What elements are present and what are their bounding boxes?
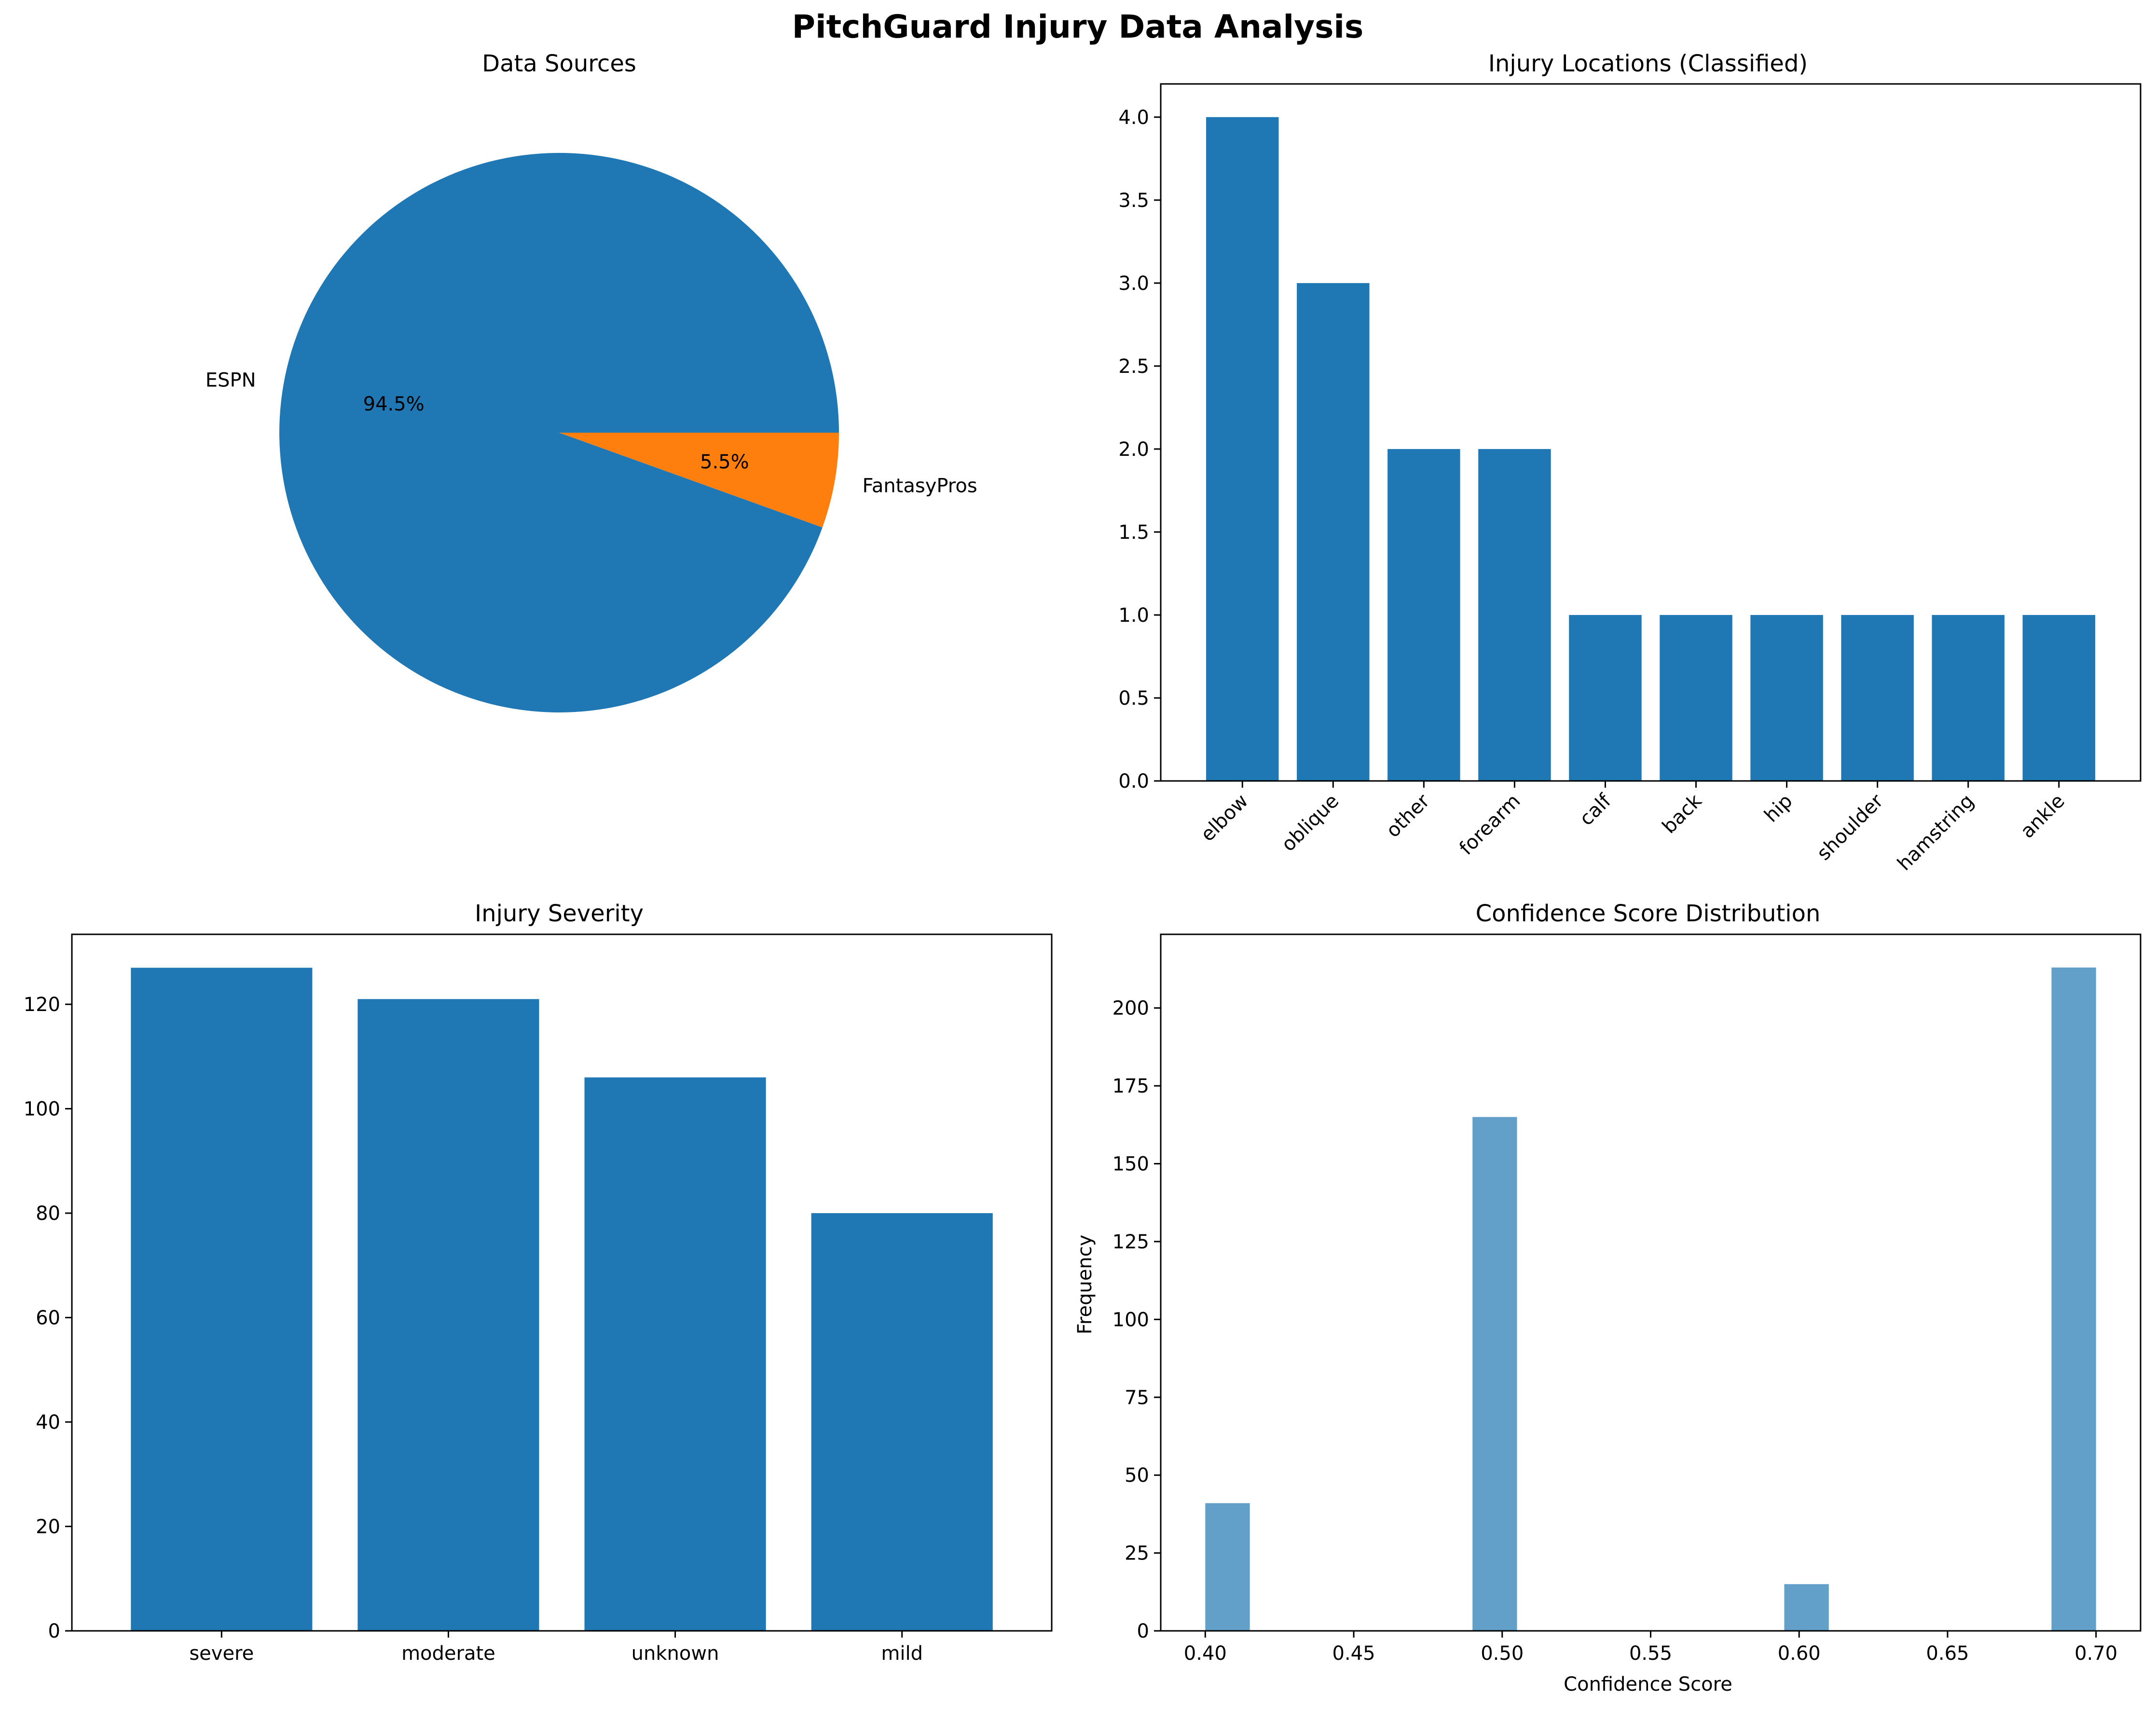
bar-forearm — [1478, 449, 1551, 781]
plot-frame — [71, 933, 1053, 1632]
x-tick-label: 0.55 — [1629, 1642, 1672, 1665]
figure-title: PitchGuard Injury Data Analysis — [792, 8, 1364, 45]
y-tick-label: 75 — [1125, 1387, 1149, 1409]
x-tick-label: 0.65 — [1926, 1642, 1969, 1665]
plot-frame — [1160, 83, 2142, 782]
y-tick-label: 100 — [24, 1098, 60, 1121]
y-tick-label: 4.0 — [1118, 107, 1149, 129]
y-tick-label: 0.5 — [1118, 687, 1149, 710]
x-tick-label: 0.40 — [1184, 1642, 1227, 1665]
y-tick-label: 175 — [1112, 1075, 1149, 1097]
bar-elbow — [1206, 117, 1279, 781]
y-tick-label: 1.5 — [1118, 521, 1149, 544]
y-tick-label: 60 — [36, 1307, 60, 1329]
x-tick-label: 0.50 — [1481, 1642, 1524, 1665]
pie-label-fantasypros: FantasyPros — [862, 475, 977, 497]
y-tick-label: 3.5 — [1118, 190, 1149, 212]
histogram-bar — [1205, 1503, 1250, 1631]
bar-hamstring — [1932, 615, 2005, 781]
bar-hip — [1750, 615, 1823, 781]
x-tick-label-moderate: moderate — [401, 1642, 495, 1665]
bar-severe — [131, 968, 313, 1631]
confidence-y-axis-label: Frequency — [1074, 1235, 1096, 1335]
y-tick-label: 50 — [1125, 1464, 1149, 1487]
pie-label-espn: ESPN — [206, 369, 256, 391]
pie-pct-fantasypros: 5.5% — [700, 451, 749, 473]
injury-locations-title: Injury Locations (Classified) — [1488, 50, 1808, 77]
confidence-x-axis-label: Confidence Score — [1564, 1673, 1732, 1695]
bar-unknown — [584, 1077, 766, 1631]
data-sources-title: Data Sources — [482, 50, 636, 77]
bar-ankle — [2022, 615, 2095, 781]
y-tick-label: 150 — [1112, 1153, 1149, 1176]
injury-severity-bar-chart: Injury Severity severe moderate unknown mil… — [24, 900, 1053, 1665]
pie-pct-espn: 94.5% — [363, 393, 425, 415]
confidence-title: Confidence Score Distribution — [1476, 900, 1821, 927]
y-tick-label: 2.5 — [1118, 355, 1149, 378]
x-tick-label: 0.70 — [2074, 1642, 2117, 1665]
bar-back — [1660, 615, 1732, 781]
y-tick-label: 0 — [1137, 1620, 1149, 1642]
injury-severity-title: Injury Severity — [475, 900, 644, 927]
y-tick-label: 0 — [48, 1620, 60, 1642]
plot-frame — [1160, 933, 2142, 1632]
x-tick-label: 0.60 — [1778, 1642, 1821, 1665]
pie-slice-fantasypros — [559, 433, 839, 528]
bar-shoulder — [1841, 615, 1914, 781]
x-tick-label-mild: mild — [881, 1642, 923, 1665]
data-sources-pie-chart: Data Sources ESPN 94.5% FantasyPros 5.5% — [206, 50, 977, 713]
pie-slice-espn — [279, 153, 839, 713]
y-tick-label: 120 — [24, 994, 60, 1016]
y-tick-label: 3.0 — [1118, 273, 1149, 295]
x-tick-label-unknown: unknown — [632, 1642, 719, 1665]
y-tick-label: 40 — [36, 1411, 60, 1434]
confidence-histogram: Confidence Score Distribution Confidence… — [1074, 900, 2142, 1695]
x-tick-label-severe: severe — [189, 1642, 254, 1665]
y-tick-label: 100 — [1112, 1309, 1149, 1331]
bar-moderate — [357, 999, 539, 1631]
bar-oblique — [1297, 283, 1370, 781]
y-tick-label: 1.0 — [1118, 604, 1149, 627]
y-tick-label: 80 — [36, 1203, 60, 1225]
y-tick-label: 2.0 — [1118, 438, 1149, 461]
bar-mild — [811, 1213, 993, 1631]
y-tick-label: 25 — [1125, 1543, 1149, 1565]
bar-other — [1387, 449, 1460, 781]
histogram-bar — [1472, 1117, 1517, 1631]
y-tick-label: 200 — [1112, 998, 1149, 1020]
y-tick-label: 20 — [36, 1516, 60, 1538]
y-tick-label: 0.0 — [1118, 770, 1149, 793]
histogram-bar — [2051, 967, 2096, 1631]
bar-calf — [1569, 615, 1642, 781]
x-tick-label: 0.45 — [1332, 1642, 1375, 1665]
y-tick-label: 125 — [1112, 1231, 1149, 1253]
histogram-bar — [1784, 1584, 1829, 1631]
